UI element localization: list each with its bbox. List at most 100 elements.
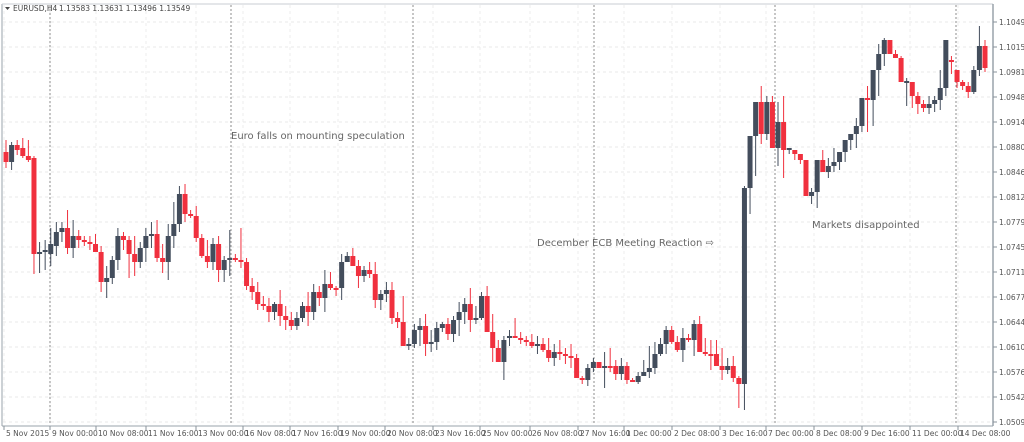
bull-candle xyxy=(506,336,512,338)
bear-candle xyxy=(132,254,138,262)
bear-candle xyxy=(98,252,104,282)
price-tick-label: 1.08800 xyxy=(999,143,1024,152)
bull-candle xyxy=(585,368,591,380)
bear-candle xyxy=(803,160,809,196)
bear-candle xyxy=(31,158,37,254)
bull-candle xyxy=(825,166,831,172)
bull-candle xyxy=(322,284,328,298)
bull-candle xyxy=(904,81,910,83)
bear-candle xyxy=(630,380,636,382)
price-tick-label: 1.09480 xyxy=(999,93,1024,102)
bull-candle xyxy=(473,318,479,320)
bear-candle xyxy=(792,150,798,154)
price-tick-label: 1.05420 xyxy=(999,393,1024,402)
time-tick-label: 2 Dec 08:00 xyxy=(674,429,720,438)
bear-candle xyxy=(93,244,99,252)
bull-candle xyxy=(786,148,792,150)
bull-candle xyxy=(221,260,227,270)
bull-candle xyxy=(831,162,837,166)
bear-candle xyxy=(266,306,272,312)
bear-candle xyxy=(624,366,630,380)
bear-candle xyxy=(596,362,602,368)
time-tick-label: 8 Dec 08:00 xyxy=(816,429,862,438)
time-tick-label: 9 Dec 16:00 xyxy=(864,429,910,438)
bull-candle xyxy=(456,312,462,320)
bear-candle xyxy=(892,54,898,58)
price-tick-label: 1.09140 xyxy=(999,118,1024,127)
bull-candle xyxy=(176,194,182,224)
time-tick-label: 11 Nov 16:00 xyxy=(148,429,199,438)
bear-candle xyxy=(758,102,764,134)
bull-candle xyxy=(42,250,48,252)
bull-candle xyxy=(590,362,596,368)
plot-frame xyxy=(1,3,994,427)
bear-candle xyxy=(467,304,473,320)
bear-candle xyxy=(244,262,250,286)
bull-candle xyxy=(641,372,647,376)
bear-candle xyxy=(87,242,93,244)
bear-candle xyxy=(277,304,283,316)
chart-annotation: Euro falls on mounting speculation xyxy=(231,131,405,142)
bear-candle xyxy=(574,358,580,378)
time-tick-label: 23 Nov 16:00 xyxy=(435,429,486,438)
bull-candle xyxy=(501,340,507,362)
bull-candle xyxy=(417,326,423,330)
bull-candle xyxy=(479,296,485,318)
bear-candle xyxy=(333,288,339,290)
bull-candle xyxy=(646,368,652,372)
chart-annotation: December ECB Meeting Reaction ⇨ xyxy=(537,238,714,249)
bull-candle xyxy=(53,232,59,246)
dropdown-triangle-icon[interactable] xyxy=(5,7,10,10)
bull-candle xyxy=(976,46,982,70)
time-tick-label: 1 Dec 00:00 xyxy=(626,429,672,438)
bear-candle xyxy=(708,354,714,356)
bull-candle xyxy=(652,354,658,368)
time-tick-label: 19 Nov 00:00 xyxy=(340,429,391,438)
symbol-label: EURUSD,H4 xyxy=(13,4,57,13)
bear-candle xyxy=(713,354,719,366)
bear-candle xyxy=(484,296,490,332)
bull-candle xyxy=(691,324,697,340)
bull-candle xyxy=(462,304,468,312)
price-tick-label: 1.10490 xyxy=(999,18,1024,27)
bear-candle xyxy=(65,228,71,248)
bull-candle xyxy=(741,188,747,384)
bear-candle xyxy=(730,366,736,378)
bear-candle xyxy=(355,266,361,276)
price-tick-label: 1.08120 xyxy=(999,193,1024,202)
bear-candle xyxy=(182,194,188,214)
bear-candle xyxy=(702,352,708,354)
bear-candle xyxy=(3,152,9,162)
bear-candle xyxy=(982,46,988,68)
bull-candle xyxy=(943,40,949,88)
bull-candle xyxy=(753,102,759,136)
price-tick-label: 1.07450 xyxy=(999,243,1024,252)
bull-candle xyxy=(747,136,753,188)
bull-candle xyxy=(104,278,110,282)
time-axis[interactable]: 5 Nov 2015 9 Nov 00:00 10 Nov 08:00 11 Nov … xyxy=(3,426,1011,438)
bear-candle xyxy=(686,338,692,340)
bear-candle xyxy=(255,292,261,304)
bear-candle xyxy=(327,284,333,288)
bear-candle xyxy=(232,258,238,260)
bear-candle xyxy=(283,316,289,320)
bear-candle xyxy=(120,236,126,240)
price-tick-label: 1.07790 xyxy=(999,218,1024,227)
bull-candle xyxy=(937,88,943,100)
bear-candle xyxy=(160,258,166,262)
time-tick-label: 27 Nov 16:00 xyxy=(580,429,631,438)
bear-candle xyxy=(769,102,775,148)
bear-candle xyxy=(238,260,244,262)
bull-candle xyxy=(658,344,664,354)
time-tick-label: 13 Nov 00:00 xyxy=(198,429,249,438)
bull-candle xyxy=(602,366,608,368)
time-tick-label: 17 Nov 16:00 xyxy=(292,429,343,438)
bear-candle xyxy=(316,292,322,298)
bear-candle xyxy=(490,332,496,348)
price-axis[interactable]: 1.10490 1.10150 1.09810 1.09480 1.09140 1.088… xyxy=(993,18,1024,427)
bear-candle xyxy=(562,354,568,356)
bear-candle xyxy=(523,340,529,342)
bear-candle xyxy=(529,342,535,346)
bear-candle xyxy=(512,336,518,338)
